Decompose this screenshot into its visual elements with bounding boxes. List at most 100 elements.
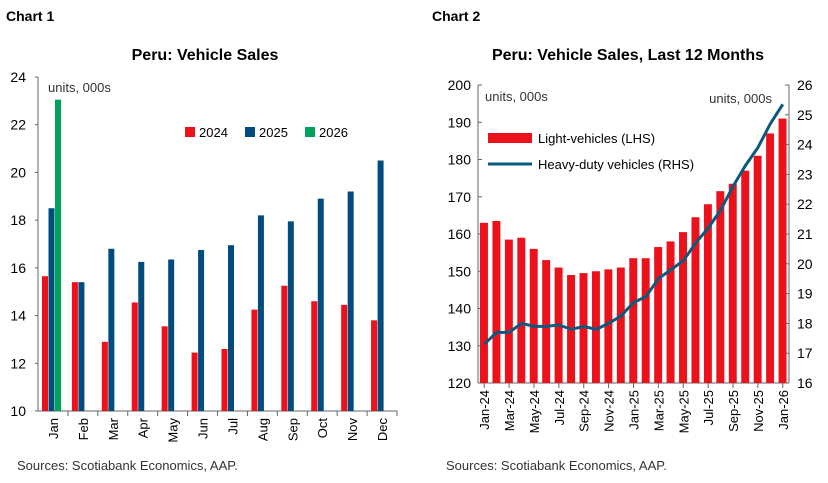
x-tick-label: Mar — [106, 417, 121, 440]
bar-light-vehicles — [629, 258, 638, 383]
y2-tick-label: 16 — [797, 375, 813, 391]
x-tick-label: May-24 — [527, 390, 542, 433]
x-tick-label: Dec — [375, 418, 390, 442]
bar-light-vehicles — [679, 232, 687, 383]
y-tick-label: 150 — [448, 263, 472, 279]
bar-2025 — [377, 160, 384, 411]
bar-2024 — [371, 320, 378, 411]
legend-swatch — [185, 127, 195, 137]
x-tick-label: Sep — [285, 418, 300, 441]
x-tick-label: Feb — [76, 418, 91, 440]
y-tick-label: 180 — [448, 152, 472, 168]
y2-tick-label: 21 — [797, 226, 813, 242]
bar-2025 — [138, 261, 145, 411]
y2-tick-label: 22 — [797, 196, 813, 212]
x-tick-label: Jan — [46, 418, 61, 439]
bar-2025 — [168, 259, 175, 411]
bar-2026 — [55, 99, 61, 412]
x-tick-label: Mar-25 — [651, 390, 666, 431]
bar-2024 — [101, 341, 108, 411]
y2-tick-label: 26 — [797, 77, 813, 93]
y-tick-label: 18 — [10, 212, 26, 228]
bar-2025 — [108, 248, 115, 411]
bar-2025 — [287, 221, 294, 411]
legend-swatch — [245, 127, 255, 137]
bar-light-vehicles — [778, 118, 787, 384]
y2-tick-label: 23 — [797, 166, 813, 182]
bar-2025 — [198, 249, 205, 411]
y-tick-label: 200 — [448, 77, 472, 93]
bar-2025 — [228, 245, 234, 411]
y2-tick-label: 18 — [797, 315, 813, 331]
x-tick-label: Jan-25 — [627, 390, 642, 430]
bar-light-vehicles — [766, 133, 775, 383]
y2-tick-label: 17 — [797, 345, 813, 361]
bar-light-vehicles — [529, 248, 538, 383]
x-tick-label: Mar-24 — [502, 390, 517, 431]
unit-note-right: units, 000s — [709, 91, 772, 106]
y-tick-label: 120 — [448, 375, 472, 391]
x-tick-label: Nov-25 — [751, 390, 766, 432]
y-tick-label: 160 — [448, 226, 472, 242]
x-tick-label: Jun — [196, 418, 211, 439]
chart-1: Peru: Vehicle Sales 10 12 14 16 18 20 22 24 Jan Fe… — [10, 47, 398, 473]
x-tick-label: Jul-25 — [701, 390, 716, 425]
bar-light-vehicles — [741, 170, 750, 383]
legend-label: 2025 — [259, 125, 288, 140]
x-tick-label: Oct — [315, 418, 330, 439]
bar-light-vehicles — [691, 217, 700, 383]
x-tick-label: Sep-24 — [577, 390, 592, 432]
y-tick-label: 10 — [10, 403, 26, 419]
x-tick-label: Jul — [225, 418, 240, 435]
legend-label: 2026 — [319, 125, 348, 140]
bar-light-vehicles — [753, 155, 762, 383]
y2-tick-label: 20 — [797, 256, 813, 272]
legend-label: 2024 — [199, 125, 228, 140]
y2-tick-label: 25 — [797, 107, 813, 123]
x-tick-label: Apr — [136, 417, 151, 438]
bar-light-vehicles — [504, 239, 513, 383]
y-tick-label: 140 — [448, 301, 472, 317]
x-tick-label: Nov-24 — [602, 390, 617, 432]
bar-light-vehicles — [591, 271, 600, 383]
x-tick-label: May-25 — [676, 390, 691, 433]
unit-note-left: units, 000s — [485, 89, 548, 104]
bar-light-vehicles — [517, 237, 526, 383]
bar-2025 — [347, 191, 354, 411]
chart-title: Peru: Vehicle Sales — [132, 47, 279, 64]
x-tick-label: May — [166, 418, 181, 443]
unit-note: units, 000s — [48, 80, 111, 95]
bar-light-vehicles — [480, 222, 488, 383]
bar-light-vehicles — [492, 220, 501, 383]
bar-2024 — [191, 352, 198, 411]
bar-2025 — [48, 208, 55, 411]
bar-2024 — [71, 282, 78, 411]
bar-light-vehicles — [666, 241, 675, 383]
bar-2024 — [311, 301, 318, 411]
y-tick-label: 190 — [448, 114, 472, 130]
y-tick-label: 130 — [448, 338, 472, 354]
bar-light-vehicles — [542, 260, 551, 383]
y-tick-label: 170 — [448, 189, 472, 205]
bar-2024 — [131, 302, 138, 411]
bar-2025 — [257, 215, 264, 411]
bar-light-vehicles — [716, 191, 725, 383]
bar-light-vehicles — [579, 273, 588, 383]
legend-swatch-bar — [488, 133, 532, 143]
bar-2025 — [78, 282, 85, 411]
chart-2-label: Chart 2 — [432, 8, 481, 24]
bar-2024 — [281, 285, 288, 411]
legend-label: Light-vehicles (LHS) — [538, 131, 655, 146]
bar-light-vehicles — [641, 258, 650, 383]
chart-1-label: Chart 1 — [6, 8, 55, 24]
y2-tick-label: 19 — [797, 286, 813, 302]
x-tick-label: Jan-26 — [776, 390, 791, 430]
legend-swatch — [305, 127, 315, 137]
x-tick-label: Jan-24 — [477, 390, 492, 430]
y-tick-label: 14 — [10, 308, 26, 324]
x-tick-label: Sep-25 — [726, 390, 741, 432]
source-note: Sources: Scotiabank Economics, AAP. — [17, 458, 238, 473]
source-note: Sources: Scotiabank Economics, AAP. — [446, 458, 667, 473]
bar-light-vehicles — [728, 183, 737, 383]
